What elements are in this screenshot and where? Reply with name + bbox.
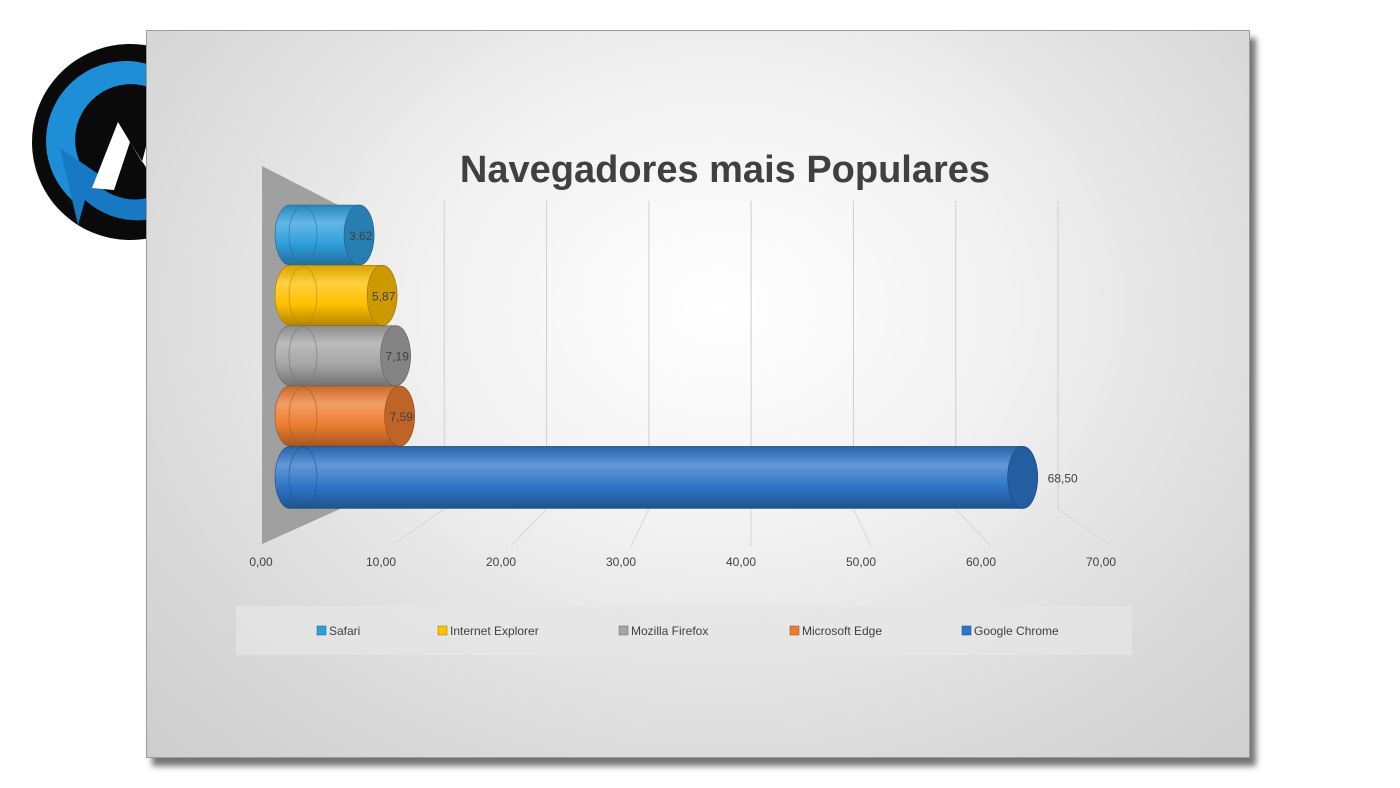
x-tick-label: 0,00	[249, 555, 273, 569]
data-label: 5,87	[372, 289, 396, 303]
legend-item: Internet Explorer	[437, 624, 539, 638]
data-label: 68,50	[1048, 471, 1078, 485]
x-tick-label: 40,00	[726, 555, 756, 569]
bar-chart: Navegadores mais Populares 3,62 5,87 7,19 7…	[236, 149, 1132, 655]
data-label: 7,59	[390, 410, 414, 424]
bars	[274, 204, 1038, 509]
legend-swatch	[316, 625, 327, 636]
legend-item: Google Chrome	[961, 624, 1059, 638]
legend-swatch	[437, 625, 448, 636]
legend-box	[236, 606, 1132, 655]
data-label: 7,19	[386, 350, 410, 364]
x-tick-label: 60,00	[966, 555, 996, 569]
legend: Safari Internet Explorer Mozilla Firefox Mi…	[316, 624, 1059, 638]
x-tick-label: 30,00	[606, 555, 636, 569]
legend-swatch	[961, 625, 972, 636]
gridline-floor	[630, 508, 650, 547]
data-label: 3,62	[349, 229, 373, 243]
bar-end-cap	[384, 385, 415, 447]
legend-item: Safari	[316, 624, 360, 638]
bar-google-chrome	[274, 446, 1038, 509]
legend-label: Microsoft Edge	[802, 624, 882, 638]
bar-start-cap	[288, 447, 318, 508]
legend-item: Mozilla Firefox	[618, 624, 708, 638]
bar-start-cap	[288, 326, 318, 386]
legend-swatch	[789, 625, 800, 636]
bar-microsoft-edge	[274, 385, 415, 447]
legend-label: Mozilla Firefox	[631, 624, 708, 638]
legend-label: Internet Explorer	[450, 624, 539, 638]
x-axis-ticks: 0,00 10,00 20,00 30,00 40,00 50,00 60,00 70,00	[249, 555, 1116, 569]
bar-end-cap	[343, 204, 375, 266]
gridline-floor	[510, 508, 547, 547]
x-tick-label: 10,00	[366, 555, 396, 569]
legend-swatch	[618, 625, 629, 636]
chart-area: Navegadores mais Populares 3,62 5,87 7,19 7…	[146, 30, 1250, 758]
bar-body	[274, 446, 1038, 509]
legend-item: Microsoft Edge	[789, 624, 882, 638]
x-tick-label: 50,00	[846, 555, 876, 569]
bar-safari	[274, 204, 375, 266]
x-tick-label: 70,00	[1086, 555, 1116, 569]
bar-start-cap	[288, 265, 318, 325]
legend-label: Google Chrome	[974, 624, 1059, 638]
bar-start-cap	[288, 386, 318, 446]
chart-title: Navegadores mais Populares	[460, 149, 990, 191]
gridline-floor	[955, 508, 992, 547]
bar-end-cap	[1007, 446, 1038, 509]
data-labels: 3,62 5,87 7,19 7,59 68,50	[349, 229, 1078, 485]
gridline-floor	[390, 508, 445, 547]
x-tick-label: 20,00	[486, 555, 516, 569]
legend-label: Safari	[329, 624, 360, 638]
bar-start-cap	[288, 205, 318, 265]
bar-end-cap	[380, 325, 411, 387]
gridline-floor	[1057, 508, 1112, 547]
bar-mozilla-firefox	[274, 325, 411, 387]
bar-end-cap	[366, 265, 398, 326]
bar-internet-explorer	[274, 265, 398, 326]
gridline-floor	[852, 508, 872, 547]
